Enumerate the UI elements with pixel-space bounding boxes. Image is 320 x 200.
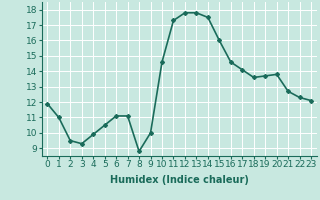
X-axis label: Humidex (Indice chaleur): Humidex (Indice chaleur) [110, 175, 249, 185]
